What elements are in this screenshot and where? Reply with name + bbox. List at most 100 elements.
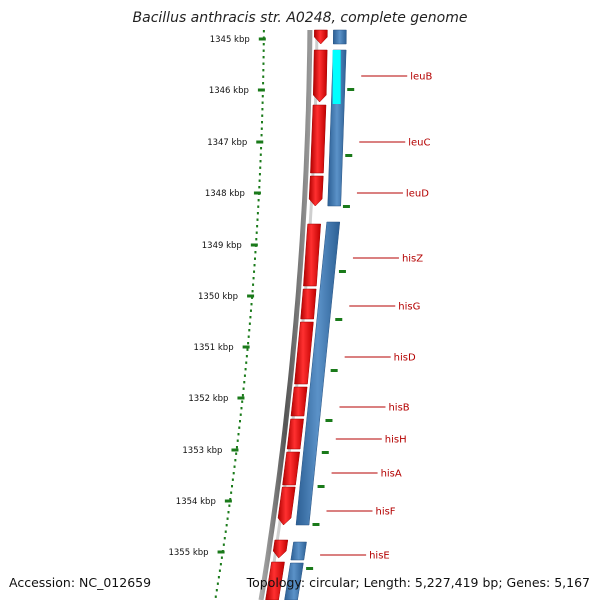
gene-arrow: [272, 539, 289, 559]
ruler-dot: [258, 173, 261, 176]
gene-label[interactable]: hisZ: [402, 254, 423, 265]
ruler-dot: [260, 147, 263, 150]
ruler-dot: [256, 225, 259, 228]
ruler-dot: [238, 426, 241, 429]
ruler-dot: [219, 563, 222, 566]
gene-label[interactable]: hisA: [381, 469, 402, 480]
genome-summary: Topology: circular; Length: 5,227,419 bp…: [246, 575, 590, 590]
ruler-label: 1348 kbp: [205, 189, 245, 199]
ruler-dot: [259, 166, 262, 169]
gene-label[interactable]: leuC: [408, 138, 430, 149]
gene-label[interactable]: hisH: [385, 435, 407, 446]
feature-tick: [330, 369, 338, 372]
gene-label[interactable]: leuB: [410, 72, 432, 83]
ruler-dot: [239, 413, 242, 416]
ruler-dot: [253, 264, 256, 267]
ruler-dot: [247, 342, 250, 345]
ruler-dot: [217, 576, 220, 579]
ruler-dot: [254, 251, 257, 254]
cds-block: [295, 221, 341, 526]
ruler-label: 1354 kbp: [176, 497, 216, 507]
ruler-dot: [244, 368, 247, 371]
ruler-dot: [258, 186, 261, 189]
ruler-dot: [256, 212, 259, 215]
ruler: 1345 kbp 1346 kbp 1347 kbp 1348 kbp 1349 kbp…: [168, 30, 266, 598]
ruler-tick: [257, 88, 265, 92]
ruler-label: 1352 kbp: [188, 394, 228, 404]
ruler-dot: [250, 303, 253, 306]
ruler-dot: [255, 231, 258, 234]
gene-arrow: [286, 418, 304, 450]
ruler-dot: [257, 199, 260, 202]
ruler-dot: [249, 316, 252, 319]
cds-block: [327, 49, 347, 207]
ruler-tick: [258, 37, 266, 41]
ruler-label: 1347 kbp: [207, 138, 247, 148]
ruler-dot: [262, 62, 265, 65]
ruler-label: 1351 kbp: [194, 343, 234, 353]
feature-tick: [345, 154, 353, 157]
ruler-dot: [240, 407, 243, 410]
ruler-dot: [253, 257, 256, 260]
gene-label[interactable]: leuD: [406, 189, 429, 200]
feature-tick: [325, 419, 333, 422]
ruler-dot: [262, 75, 265, 78]
ruler-dot: [232, 472, 235, 475]
gene-label[interactable]: hisB: [388, 403, 409, 414]
ruler-dot: [245, 355, 248, 358]
ruler-dot: [261, 114, 264, 117]
ruler-dot: [225, 524, 228, 527]
gene-arrow: [313, 49, 328, 103]
ruler-dot: [252, 283, 255, 286]
gene-labels: leuB leuC leuD hisZ hisG hisD hisB hisH hisA hisF…: [306, 72, 432, 570]
ruler-tick: [217, 550, 225, 554]
ruler-label: 1350 kbp: [198, 292, 238, 302]
ruler-dot: [228, 504, 231, 507]
gene-arrow: [300, 288, 317, 320]
gene-label[interactable]: hisE: [369, 551, 390, 562]
ruler-dot: [260, 134, 263, 137]
gene-arrow: [303, 223, 321, 287]
ruler-dot: [227, 511, 230, 514]
ruler-tick: [237, 396, 245, 400]
ruler-dot: [233, 465, 236, 468]
ruler-dot: [223, 537, 226, 540]
ruler-dot: [248, 329, 251, 332]
gene-arrow: [282, 451, 300, 486]
ruler-dot: [235, 446, 238, 449]
ruler-dot: [248, 322, 251, 325]
ruler-dot: [251, 296, 254, 299]
ruler-dot: [261, 108, 264, 111]
gene-label[interactable]: hisD: [394, 353, 416, 364]
feature-tick: [338, 270, 346, 273]
cds-highlight: [332, 50, 341, 104]
ruler-dot: [235, 452, 238, 455]
feature-tick: [321, 451, 329, 454]
ruler-tick: [256, 140, 264, 144]
gene-arrow: [310, 104, 327, 174]
ruler-dot: [258, 179, 261, 182]
ruler-dot: [252, 277, 255, 280]
ruler-dot: [242, 387, 245, 390]
ruler-label: 1345 kbp: [210, 35, 250, 45]
ruler-tick: [250, 243, 258, 247]
accession-label: Accession: NC_012659: [9, 575, 152, 590]
genome-backbone: [258, 29, 313, 600]
ruler-dot: [247, 335, 250, 338]
ruler-label: 1349 kbp: [202, 241, 242, 251]
ruler-dot: [256, 218, 259, 221]
ruler-dot: [241, 394, 244, 397]
ruler-dot: [215, 589, 218, 592]
gene-arrow: [265, 561, 285, 600]
ruler-dot: [249, 309, 252, 312]
ruler-dot: [262, 69, 265, 72]
ruler-label: 1346 kbp: [209, 86, 249, 96]
gene-label[interactable]: hisG: [398, 302, 420, 313]
feature-tick: [342, 205, 350, 208]
gene-label[interactable]: hisF: [375, 507, 395, 518]
ruler-dot: [262, 43, 265, 46]
ruler-dot: [251, 290, 254, 293]
cds-block: [290, 541, 307, 561]
ruler-tick: [224, 499, 232, 503]
